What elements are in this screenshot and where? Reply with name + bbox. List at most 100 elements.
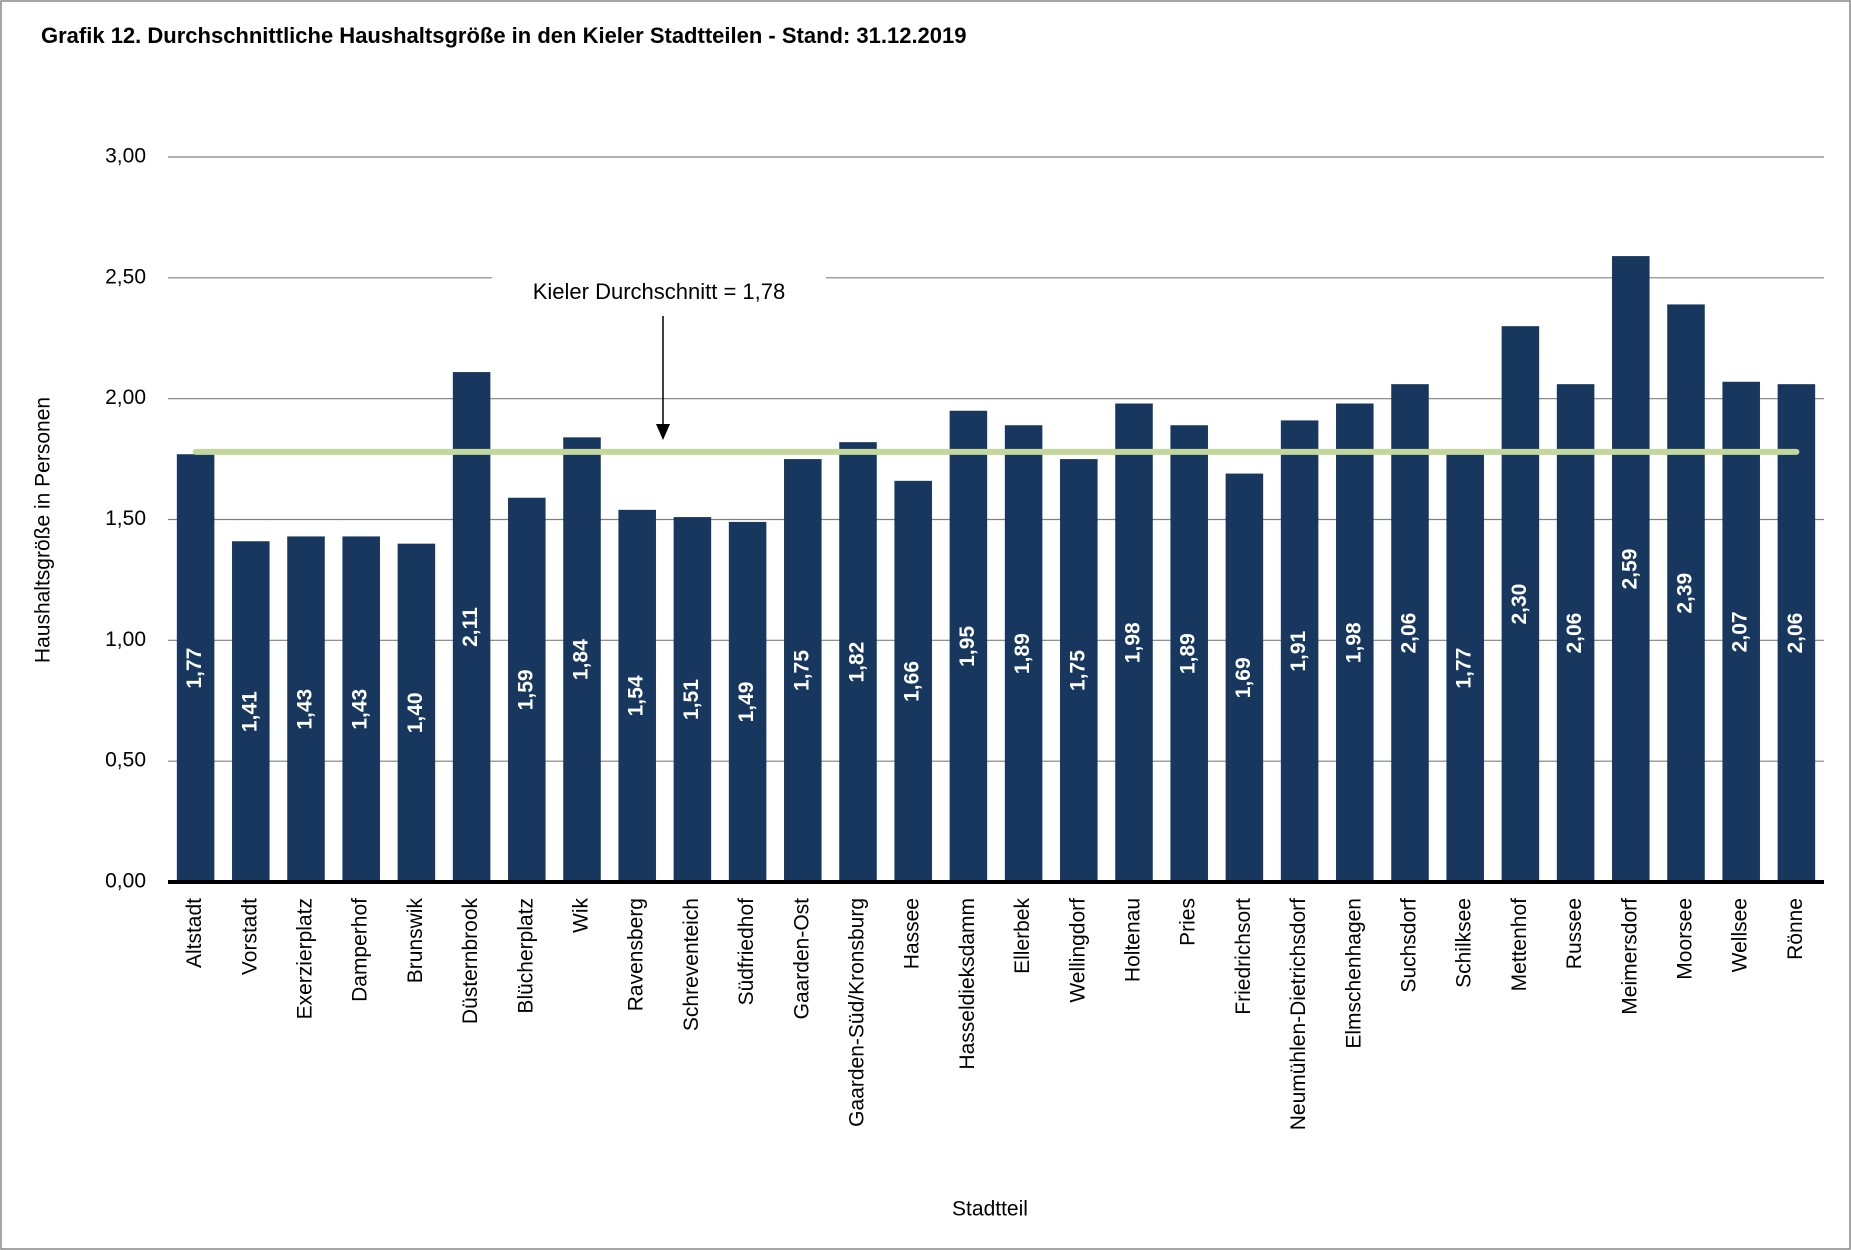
arrow-head xyxy=(656,424,670,440)
data-label: 1,84 xyxy=(570,639,593,680)
data-label: 1,66 xyxy=(901,661,924,702)
x-tick-label: Vorstadt xyxy=(238,898,261,975)
y-tick-label: 3,00 xyxy=(105,145,146,168)
x-tick-label: Schilksee xyxy=(1453,898,1476,988)
annotation-bg xyxy=(492,274,826,310)
x-axis-title: Stadtteil xyxy=(952,1198,1028,1221)
data-label: 1,75 xyxy=(790,650,813,691)
data-label: 1,54 xyxy=(625,675,648,716)
y-tick-label: 2,00 xyxy=(105,386,146,409)
data-label: 1,75 xyxy=(1066,650,1089,691)
bar xyxy=(1004,425,1043,882)
data-label: 2,06 xyxy=(1784,613,1807,654)
data-label: 1,40 xyxy=(404,692,427,733)
bar xyxy=(618,509,656,882)
data-label: 2,30 xyxy=(1508,584,1531,625)
y-tick-label: 0,50 xyxy=(105,749,146,772)
data-label: 1,98 xyxy=(1122,622,1145,663)
bar xyxy=(287,536,325,882)
bar xyxy=(1391,384,1429,882)
x-tick-label: Russee xyxy=(1563,898,1586,969)
x-tick-label: Friedrichsort xyxy=(1232,898,1255,1015)
y-tick-label: 0,00 xyxy=(105,870,146,893)
bar xyxy=(452,372,491,882)
x-tick-label: Gaarden-Süd/Kronsburg xyxy=(846,898,869,1127)
y-axis-title: Haushaltsgröße in Personen xyxy=(32,397,55,663)
bar xyxy=(342,536,380,882)
x-tick-label: Hasseldieksdamm xyxy=(956,898,979,1070)
x-tick-label: Moorsee xyxy=(1674,898,1697,980)
data-label: 1,91 xyxy=(1287,630,1310,671)
x-tick-label: Brunswik xyxy=(404,898,427,984)
y-tick-label: 1,00 xyxy=(105,628,146,651)
x-tick-label: Suchsdorf xyxy=(1398,898,1421,993)
bar xyxy=(1667,304,1705,883)
data-label: 1,43 xyxy=(349,689,372,730)
x-tick-label: Pries xyxy=(1177,898,1200,946)
bar xyxy=(1777,384,1816,882)
bar xyxy=(1446,454,1484,882)
bar xyxy=(176,454,215,882)
data-label: 2,06 xyxy=(1398,613,1421,654)
bar xyxy=(1115,403,1153,882)
data-label: 1,89 xyxy=(1011,633,1034,674)
x-tick-label: Wik xyxy=(570,898,593,933)
bar xyxy=(508,497,546,882)
bar xyxy=(784,459,822,882)
data-label: 1,82 xyxy=(846,642,869,683)
chart-title: Grafik 12. Durchschnittliche Haushaltsgr… xyxy=(41,23,967,48)
x-tick-label: Neumühlen-Dietrichsdorf xyxy=(1287,898,1310,1130)
bar xyxy=(673,517,712,882)
data-label: 1,77 xyxy=(183,648,206,689)
data-label: 2,39 xyxy=(1674,573,1697,614)
x-tick-label: Hassee xyxy=(901,898,924,969)
data-label: 2,11 xyxy=(459,607,482,647)
data-label: 1,43 xyxy=(294,689,317,730)
data-label: 1,51 xyxy=(680,679,703,720)
bar xyxy=(949,410,988,882)
x-tick-label: Wellsee xyxy=(1729,898,1752,972)
bar xyxy=(563,437,601,882)
bar xyxy=(894,480,932,882)
bar xyxy=(1170,425,1208,882)
x-tick-label: Gaarden-Ost xyxy=(790,898,813,1020)
data-label: 1,95 xyxy=(956,626,979,667)
x-tick-label: Elmschenhagen xyxy=(1342,898,1365,1049)
bar xyxy=(1225,473,1264,882)
bar xyxy=(1280,420,1319,882)
data-label: 2,06 xyxy=(1563,613,1586,654)
bar xyxy=(1060,459,1098,882)
bar xyxy=(1722,381,1760,882)
x-tick-label: Damperhof xyxy=(349,898,372,1002)
bar xyxy=(232,541,270,882)
bar xyxy=(1501,326,1540,883)
data-label: 1,69 xyxy=(1232,657,1255,698)
x-tick-label: Ravensberg xyxy=(625,898,648,1011)
x-tick-label: Blücherplatz xyxy=(514,898,537,1014)
x-tick-label: Altstadt xyxy=(183,898,206,968)
x-tick-label: Mettenhof xyxy=(1508,898,1531,992)
x-tick-label: Schreventeich xyxy=(680,898,703,1031)
y-tick-label: 1,50 xyxy=(105,507,146,530)
data-label: 2,07 xyxy=(1729,611,1752,652)
x-tick-label: Düsternbrook xyxy=(459,898,482,1025)
x-tick-label: Holtenau xyxy=(1122,898,1145,982)
x-tick-label: Rönne xyxy=(1784,898,1807,960)
data-label: 1,59 xyxy=(514,669,537,710)
x-tick-label: Südfriedhof xyxy=(735,898,758,1006)
bar xyxy=(839,442,877,882)
bar xyxy=(728,521,767,882)
bar xyxy=(1612,256,1650,882)
bar xyxy=(397,543,436,882)
bar xyxy=(1556,384,1595,882)
x-tick-label: Exerzierplatz xyxy=(294,898,317,1019)
data-label: 2,59 xyxy=(1618,549,1641,590)
annotation: Kieler Durchschnitt = 1,78 xyxy=(533,279,786,304)
y-tick-label: 2,50 xyxy=(105,265,146,288)
data-label: 1,77 xyxy=(1453,648,1476,689)
data-label: 1,89 xyxy=(1177,633,1200,674)
x-tick-label: Wellingdorf xyxy=(1066,898,1089,1003)
data-label: 1,41 xyxy=(238,691,261,732)
